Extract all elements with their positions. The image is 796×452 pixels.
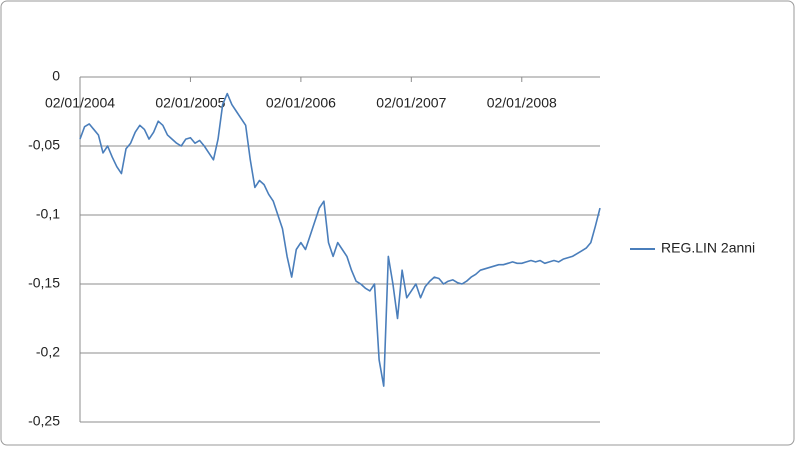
series-line xyxy=(79,92,601,387)
y-tick-label: -0,25 xyxy=(28,413,60,429)
x-tick-label: 02/01/2005 xyxy=(155,95,225,111)
x-tick-label: 02/01/2004 xyxy=(45,95,115,111)
x-tick-label: 02/01/2007 xyxy=(376,95,446,111)
y-tick-label: -0,15 xyxy=(28,275,60,291)
x-tick-label: 02/01/2008 xyxy=(487,95,557,111)
legend-label: REG.LIN 2anni xyxy=(661,240,755,256)
y-tick-label: -0,05 xyxy=(28,137,60,153)
y-tick-label: -0,1 xyxy=(36,206,60,222)
x-tick-label: 02/01/2006 xyxy=(266,95,336,111)
y-tick-label: 0 xyxy=(52,68,60,84)
y-tick-label: -0,2 xyxy=(36,344,60,360)
